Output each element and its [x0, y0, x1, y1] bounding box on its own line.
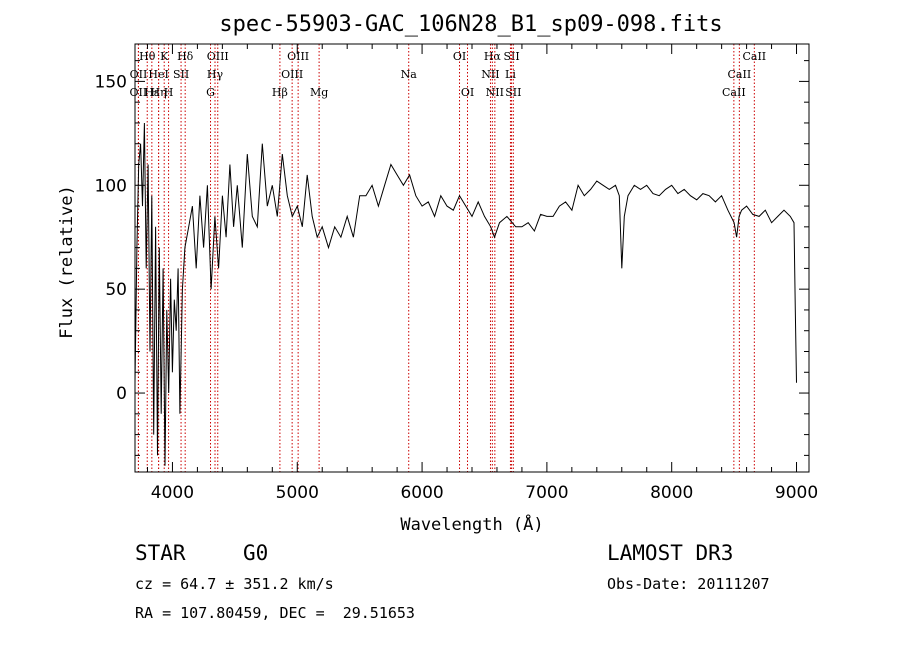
x-axis: 4000 5000 6000 7000 8000 9000	[146, 44, 818, 503]
x-tick-label: 5000	[276, 483, 319, 503]
line-marker-label: NII	[486, 86, 504, 99]
survey-name: LAMOST DR3	[607, 541, 734, 565]
chart-title: spec-55903-GAC_106N28_B1_sp09-098.fits	[219, 12, 722, 37]
x-tick-label: 7000	[525, 483, 568, 503]
line-marker-label: Na	[401, 68, 418, 81]
coordinates: RA = 107.80459, DEC = 29.51653	[135, 604, 415, 622]
series-flux	[134, 122, 797, 466]
x-tick-label: 6000	[400, 483, 443, 503]
x-axis-title: Wavelength (Å)	[400, 513, 543, 535]
line-marker-label: Li	[505, 68, 516, 81]
object-type: STAR	[135, 541, 186, 565]
line-marker-label: OII	[130, 68, 148, 81]
line-marker-label: SII	[173, 68, 189, 81]
line-marker-label: NII	[481, 68, 499, 81]
line-marker-label: CaII	[742, 50, 766, 63]
line-marker-label: Hβ	[272, 86, 288, 99]
line-marker-label: Hδ	[177, 50, 194, 63]
line-marker-label: Hθ	[139, 50, 156, 63]
x-tick-label: 8000	[650, 483, 693, 503]
line-marker-label: HeI	[148, 68, 168, 81]
y-tick-label: 100	[95, 176, 127, 196]
y-tick-label: 0	[116, 384, 127, 404]
line-marker-label: OII	[130, 86, 148, 99]
line-marker-label: Mg	[310, 86, 328, 99]
line-marker-label: OIII	[287, 50, 309, 63]
x-tick-label: 9000	[775, 483, 818, 503]
line-marker-label: CaII	[722, 86, 746, 99]
line-marker-label: OIII	[207, 50, 229, 63]
line-marker-label: H	[164, 86, 174, 99]
redshift-readout: cz = 64.7 ± 351.2 km/s	[135, 575, 334, 593]
line-marker-label: CaII	[728, 68, 752, 81]
plot-frame	[134, 43, 810, 473]
y-axis-title: Flux (relative)	[57, 185, 77, 339]
line-marker-label: Hη	[150, 86, 166, 99]
line-marker-label: Hε	[144, 86, 160, 99]
y-tick-label: 150	[95, 72, 127, 92]
x-tick-label: 4000	[151, 483, 194, 503]
line-marker-label: OI	[453, 50, 466, 63]
line-marker-label: OI	[461, 86, 474, 99]
y-tick-label: 50	[105, 280, 127, 300]
spectrum-series	[134, 122, 797, 466]
line-marker-label: SII	[505, 86, 521, 99]
line-marker-label: Hγ	[207, 68, 224, 81]
line-marker-label: Hα	[484, 50, 502, 63]
object-subclass: G0	[243, 541, 269, 565]
line-marker-label: SII	[503, 50, 519, 63]
line-marker-label: OIII	[281, 68, 303, 81]
line-marker-label: G	[206, 86, 215, 99]
obs-date: Obs-Date: 20111207	[607, 575, 770, 593]
y-axis: 0 50 100 150	[95, 60, 809, 456]
line-marker-label: K	[160, 50, 169, 63]
